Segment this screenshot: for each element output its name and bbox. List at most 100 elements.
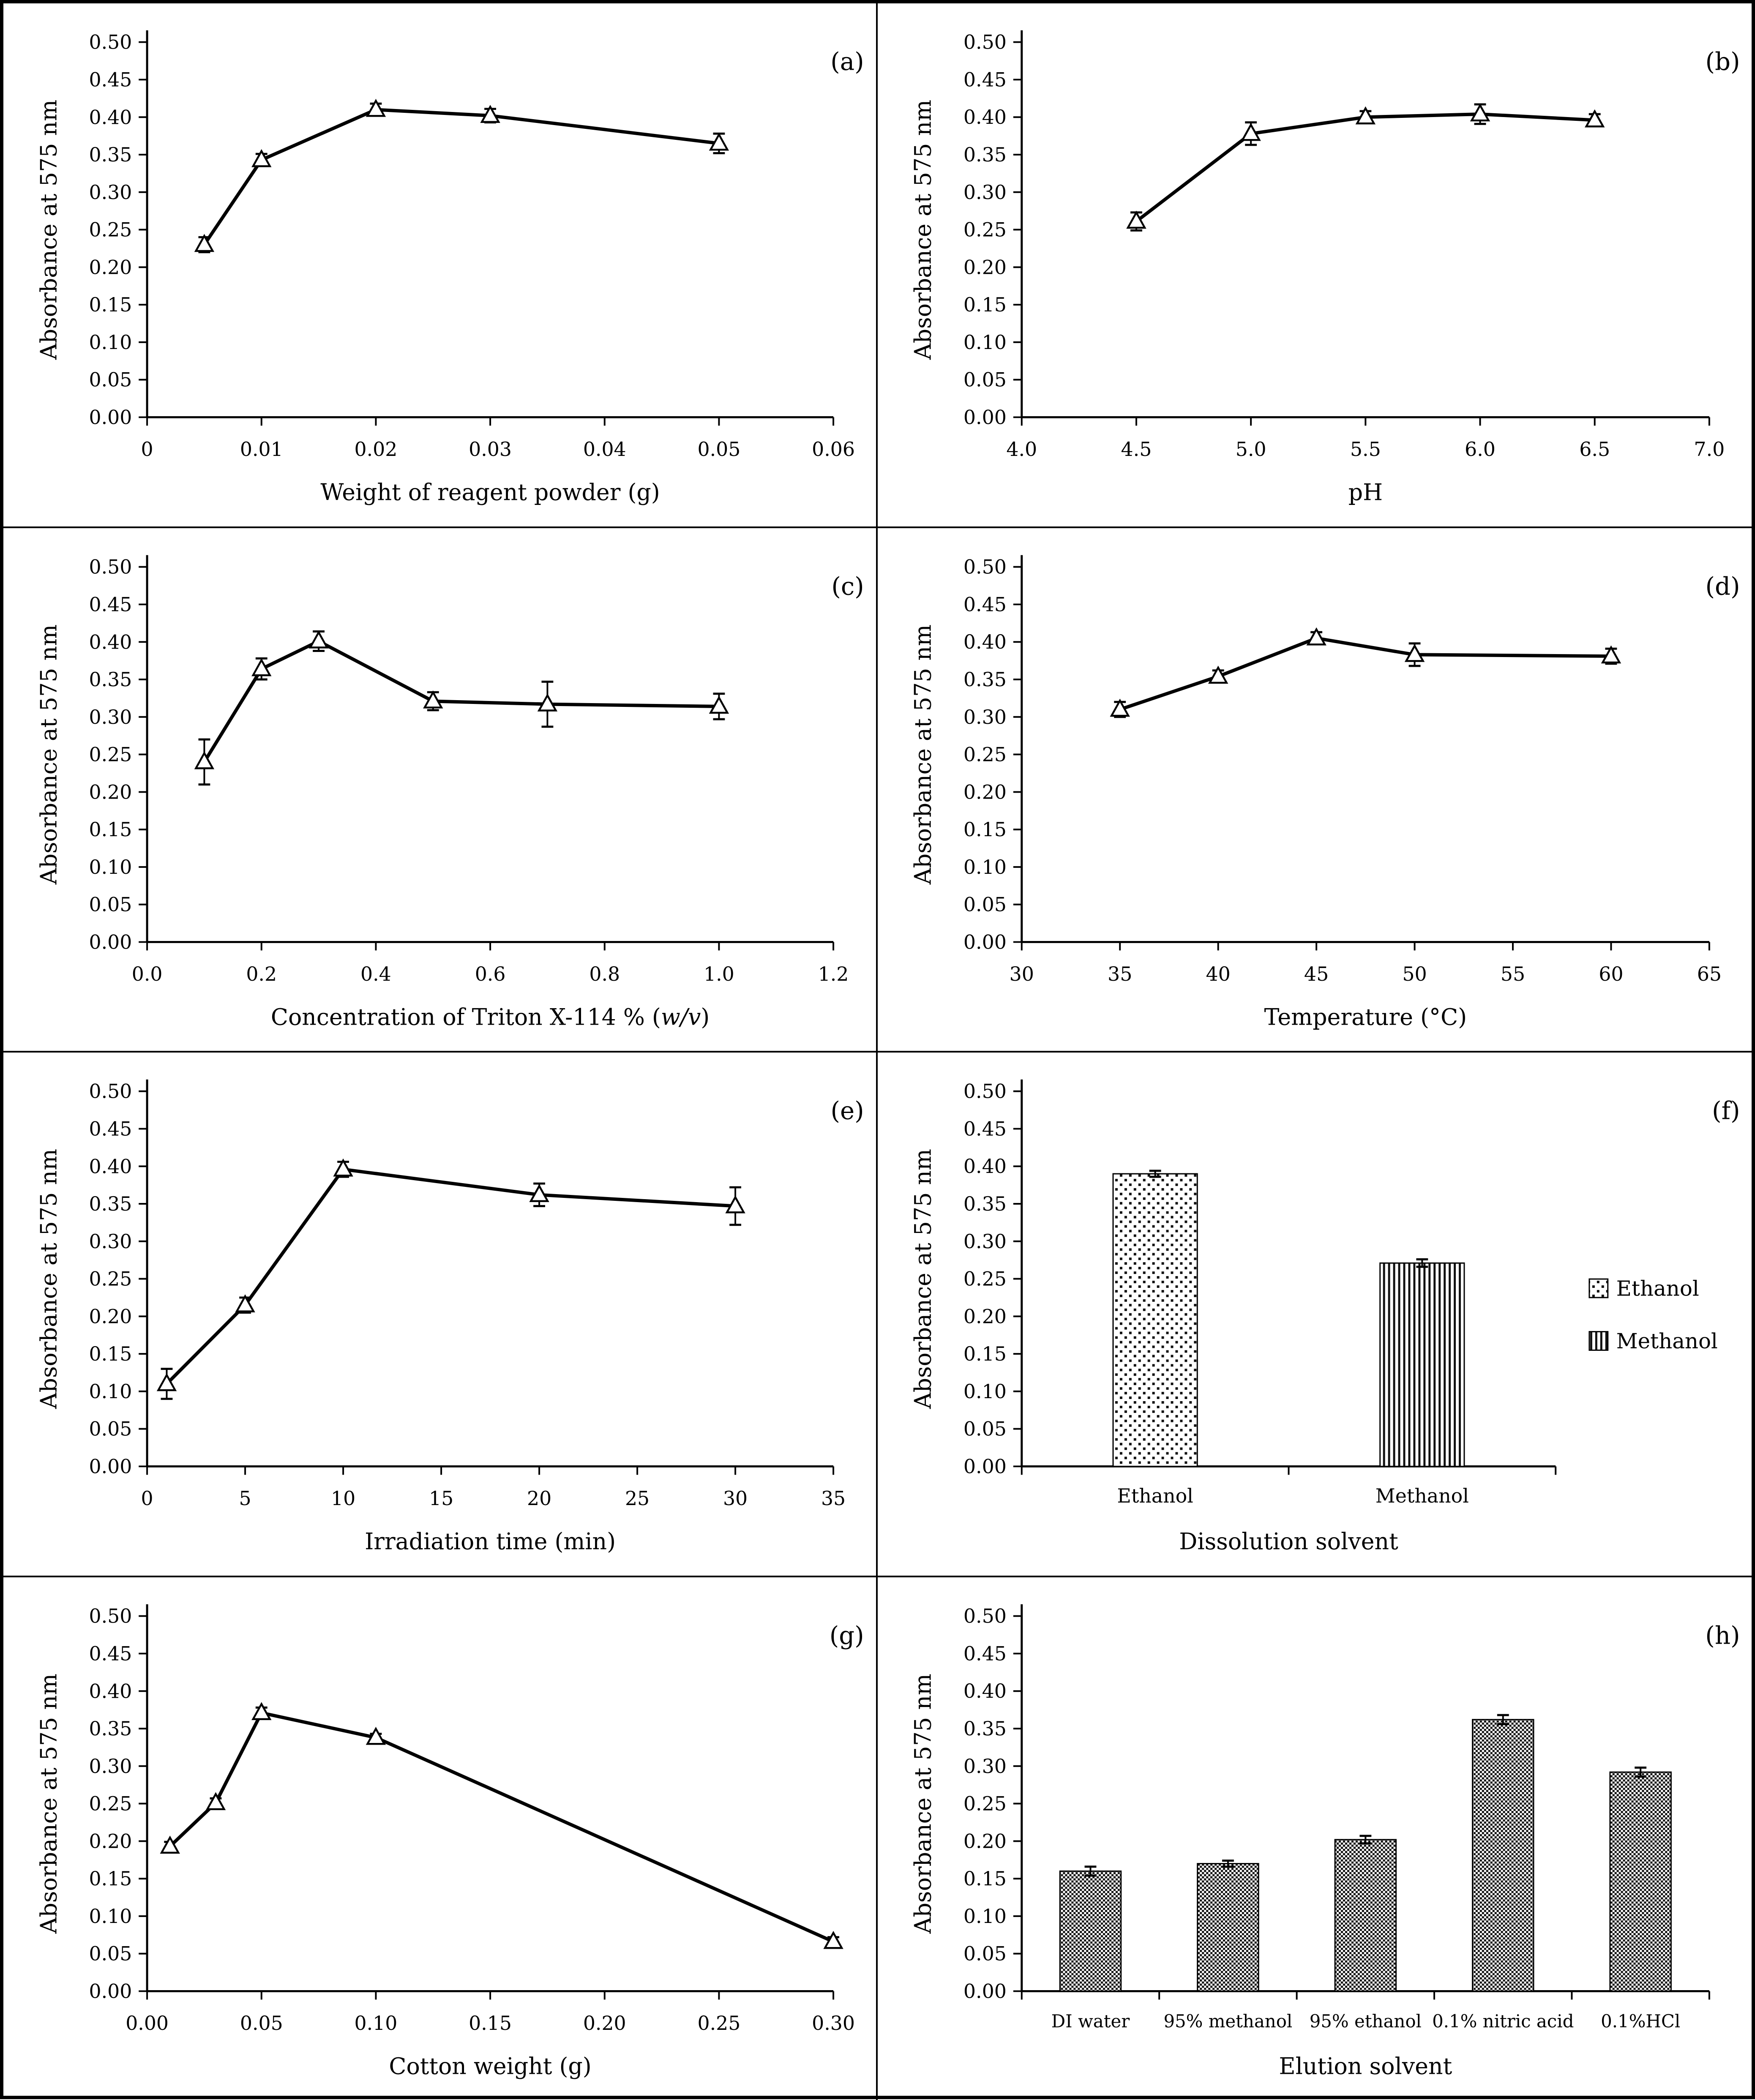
x-axis-title: Concentration of Triton X-114 % (w/v) bbox=[271, 1004, 710, 1030]
y-tick-label: 0.30 bbox=[89, 706, 132, 728]
x-tick-label: 45 bbox=[1304, 963, 1328, 985]
y-tick-label: 0.40 bbox=[963, 1680, 1006, 1702]
x-axis-title: Irradiation time (min) bbox=[365, 1528, 616, 1555]
triangle-marker bbox=[310, 632, 327, 647]
chart-dissolution-solvent: 0.000.050.100.150.200.250.300.350.400.45… bbox=[878, 1053, 1752, 1576]
y-tick-label: 0.10 bbox=[963, 331, 1006, 354]
x-tick-label: 0.0 bbox=[132, 963, 163, 985]
y-tick-label: 0.30 bbox=[89, 1755, 132, 1777]
y-tick-label: 0.40 bbox=[89, 1155, 132, 1178]
y-tick-label: 0.50 bbox=[89, 556, 132, 578]
y-tick-label: 0.40 bbox=[89, 1680, 132, 1702]
y-tick-label: 0.05 bbox=[963, 1942, 1006, 1965]
y-tick-label: 0.45 bbox=[963, 1642, 1006, 1665]
data-series-line bbox=[170, 1713, 833, 1942]
chart-elution-solvent: 0.000.050.100.150.200.250.300.350.400.45… bbox=[878, 1577, 1752, 2100]
y-tick-label: 0.00 bbox=[963, 1455, 1006, 1478]
bar-category-label: Methanol bbox=[1375, 1484, 1468, 1507]
y-tick-label: 0.50 bbox=[963, 1604, 1006, 1627]
y-tick-label: 0.05 bbox=[963, 368, 1006, 391]
y-tick-label: 0.10 bbox=[89, 1905, 132, 1927]
x-tick-label: 7.0 bbox=[1694, 438, 1725, 461]
y-tick-label: 0.20 bbox=[89, 1305, 132, 1328]
y-tick-label: 0.50 bbox=[963, 31, 1006, 54]
x-axis-title: Elution solvent bbox=[1279, 2053, 1452, 2079]
y-tick-label: 0.15 bbox=[89, 294, 132, 316]
bar-category-label: 0.1% nitric acid bbox=[1432, 2011, 1574, 2032]
y-tick-label: 0.25 bbox=[963, 1268, 1006, 1290]
y-tick-label: 0.40 bbox=[963, 630, 1006, 653]
legend-swatch-vstripes bbox=[1589, 1332, 1608, 1350]
x-tick-label: 0.15 bbox=[469, 2012, 512, 2035]
x-tick-label: 0.05 bbox=[240, 2012, 283, 2035]
chart-cotton-weight: 0.000.050.100.150.200.250.300.350.400.45… bbox=[3, 1577, 876, 2100]
x-tick-label: 0.01 bbox=[240, 438, 283, 461]
bar bbox=[1472, 1719, 1533, 1991]
y-tick-label: 0.10 bbox=[89, 856, 132, 878]
y-tick-label: 0.15 bbox=[963, 293, 1006, 316]
x-tick-label: 0.03 bbox=[469, 438, 512, 461]
y-axis-title: Absorbance at 575 nm bbox=[35, 100, 62, 360]
x-tick-label: 60 bbox=[1599, 963, 1623, 985]
y-tick-label: 0.25 bbox=[963, 743, 1006, 766]
y-tick-label: 0.15 bbox=[963, 818, 1006, 841]
y-tick-label: 0.10 bbox=[89, 1380, 132, 1403]
y-tick-label: 0.35 bbox=[89, 144, 132, 166]
x-tick-label: 5.0 bbox=[1235, 438, 1266, 461]
x-tick-label: 0.20 bbox=[583, 2012, 626, 2035]
y-axis-title: Absorbance at 575 nm bbox=[909, 1149, 936, 1409]
y-tick-label: 0.25 bbox=[89, 1268, 132, 1290]
x-tick-label: 10 bbox=[331, 1487, 355, 1510]
bar bbox=[1113, 1174, 1197, 1466]
y-tick-label: 0.05 bbox=[89, 1942, 132, 1965]
x-tick-label: 50 bbox=[1402, 963, 1427, 985]
bar-category-label: DI water bbox=[1051, 2011, 1130, 2032]
y-tick-label: 0.25 bbox=[89, 219, 132, 241]
y-tick-label: 0.00 bbox=[963, 930, 1006, 953]
y-tick-label: 0.50 bbox=[89, 1605, 132, 1627]
x-tick-label: 1.0 bbox=[704, 963, 734, 985]
x-tick-label: 35 bbox=[1108, 963, 1132, 985]
y-tick-label: 0.00 bbox=[89, 406, 132, 428]
x-tick-label: 1.2 bbox=[818, 963, 849, 985]
y-tick-label: 0.20 bbox=[963, 780, 1006, 803]
y-tick-label: 0.45 bbox=[89, 593, 132, 616]
panel-letter: (f) bbox=[1712, 1096, 1740, 1125]
y-tick-label: 0.00 bbox=[89, 931, 132, 953]
panel-letter: (b) bbox=[1705, 47, 1740, 76]
data-series-line bbox=[204, 641, 719, 762]
y-tick-label: 0.05 bbox=[89, 893, 132, 916]
y-tick-label: 0.20 bbox=[963, 256, 1006, 278]
y-tick-label: 0.40 bbox=[89, 631, 132, 653]
y-tick-label: 0.25 bbox=[89, 1792, 132, 1815]
y-tick-label: 0.00 bbox=[89, 1455, 132, 1478]
panel-letter: (c) bbox=[831, 572, 864, 600]
x-axis-title: Dissolution solvent bbox=[1179, 1528, 1398, 1555]
y-axis-title: Absorbance at 575 nm bbox=[35, 624, 62, 885]
x-tick-label: 0.30 bbox=[812, 2012, 855, 2035]
x-tick-label: 0.05 bbox=[697, 438, 740, 461]
x-tick-label: 0.00 bbox=[126, 2012, 169, 2035]
y-tick-label: 0.05 bbox=[89, 369, 132, 391]
x-tick-label: 55 bbox=[1500, 963, 1525, 985]
x-axis-title: pH bbox=[1348, 479, 1382, 506]
y-tick-label: 0.05 bbox=[89, 1418, 132, 1440]
legend-label: Methanol bbox=[1616, 1329, 1717, 1353]
chart-weight-of-reagent-powder: 0.000.050.100.150.200.250.300.350.400.45… bbox=[3, 3, 876, 526]
y-tick-label: 0.40 bbox=[963, 1155, 1006, 1178]
panel-letter: (h) bbox=[1705, 1621, 1740, 1650]
bar bbox=[1610, 1772, 1670, 1991]
x-tick-label: 0.02 bbox=[355, 438, 398, 461]
y-tick-label: 0.40 bbox=[89, 106, 132, 128]
chart-triton-concentration: 0.000.050.100.150.200.250.300.350.400.45… bbox=[3, 528, 876, 1051]
y-tick-label: 0.45 bbox=[89, 1642, 132, 1665]
x-tick-label: 30 bbox=[723, 1487, 748, 1510]
y-axis-title: Absorbance at 575 nm bbox=[35, 1673, 62, 1934]
x-tick-label: 25 bbox=[625, 1487, 650, 1510]
x-tick-label: 65 bbox=[1697, 963, 1721, 985]
